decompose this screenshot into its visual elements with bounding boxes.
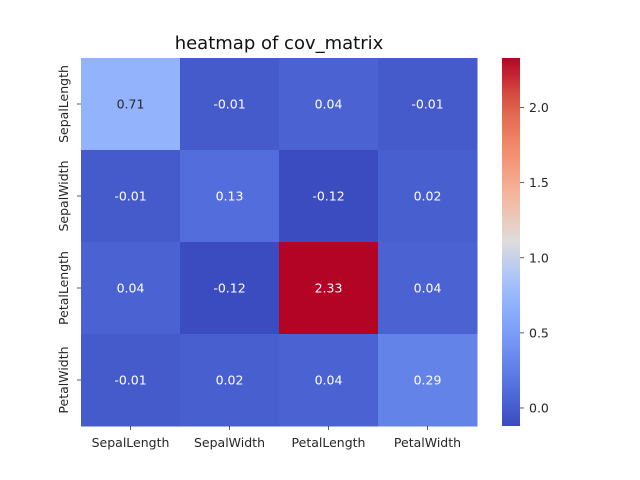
cell-value-label: -0.01 [411,97,443,112]
cell-value-label: 0.04 [315,97,343,112]
colorbar-tick-label: 1.0 [529,250,549,265]
heatmap-cell [81,150,181,243]
cell-value-label: 0.04 [414,281,442,296]
heatmap-cell [279,242,379,335]
cell-value-label: -0.12 [312,189,344,204]
x-axis: SepalLength SepalWidth PetalLength PetalWid… [92,426,461,450]
heatmap-cell [180,58,280,151]
heatmap-cell [180,150,280,243]
y-axis: SepalLength SepalWidth PetalLength PetalWid… [56,65,81,414]
cell-value-label: 0.02 [216,373,244,388]
chart-title: heatmap of cov_matrix [175,33,384,54]
heatmap-cell [180,242,280,335]
heatmap-cell [81,58,181,151]
cell-value-label: -0.01 [114,189,146,204]
y-tick-label: PetalLength [56,251,71,325]
heatmap-cell [279,58,379,151]
x-tick-label: SepalWidth [194,435,265,450]
heatmap-cell [81,242,181,335]
colorbar-tick-label: 2.0 [529,100,549,115]
heatmap-cell [279,334,379,427]
heatmap-cell [378,242,478,335]
heatmap-cell [378,58,478,151]
colorbar-tick-label: 0.5 [529,325,549,340]
heatmap-cell [81,334,181,427]
y-tick-label: SepalLength [56,65,71,143]
colorbar-tick-label: 0.0 [529,400,549,415]
y-tick-label: PetalWidth [56,346,71,413]
cell-value-label: 0.29 [414,373,442,388]
cell-value-label: 2.33 [315,281,343,296]
cell-value-label: -0.01 [213,97,245,112]
cell-value-label: 0.02 [414,189,442,204]
colorbar-gradient [502,58,520,426]
cell-value-label: 0.04 [117,281,145,296]
colorbar: 0.0 0.5 1.0 1.5 2.0 [502,58,549,426]
y-tick-label: SepalWidth [56,160,71,231]
x-tick-label: PetalWidth [394,435,461,450]
colorbar-tick-label: 1.5 [529,175,549,190]
heatmap-cell [378,150,478,243]
heatmap-cell [180,334,280,427]
x-tick-label: SepalLength [92,435,170,450]
heatmap-cells: 0.71 -0.01 0.04 -0.01 -0.01 0.13 -0.12 0.02 0.04… [81,58,478,427]
cell-value-label: 0.13 [216,189,244,204]
x-tick-label: PetalLength [292,435,366,450]
cell-value-label: -0.12 [213,281,245,296]
heatmap-cell [378,334,478,427]
cell-value-label: -0.01 [114,373,146,388]
heatmap-cell [279,150,379,243]
cell-value-label: 0.04 [315,373,343,388]
cell-value-label: 0.71 [117,97,145,112]
